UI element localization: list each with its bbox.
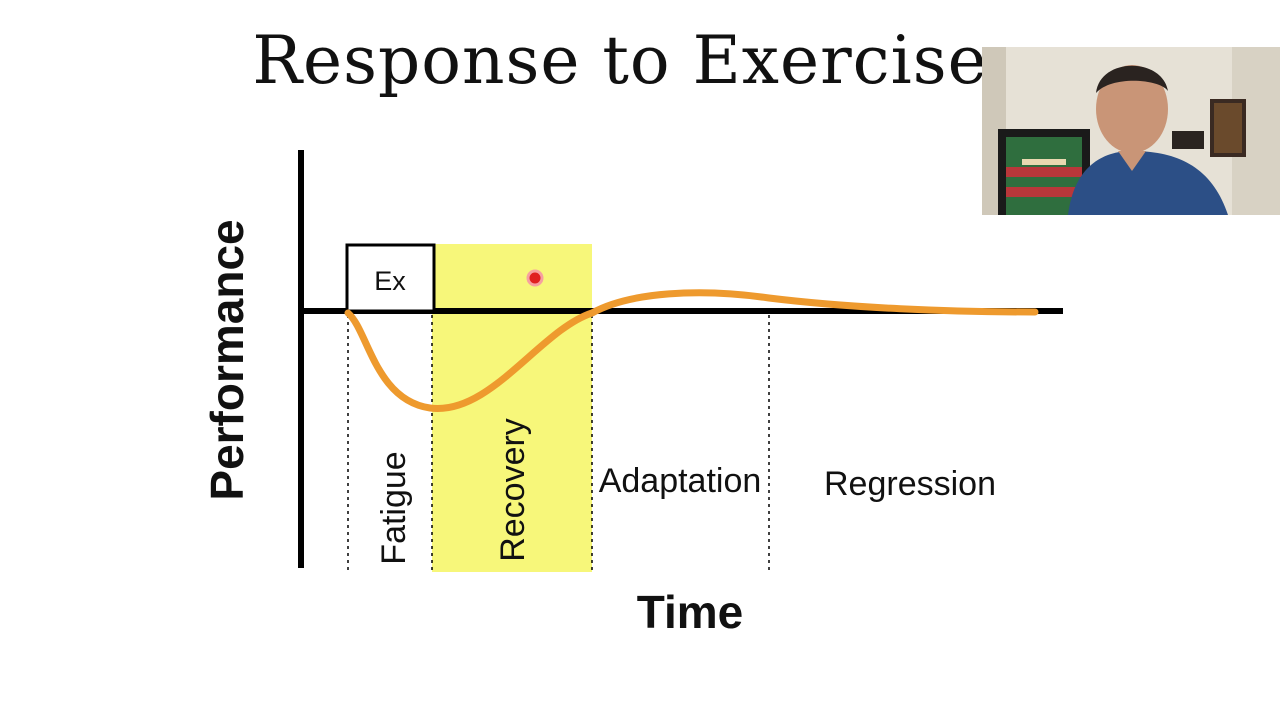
laser-pointer: [526, 269, 544, 287]
exercise-box-label: Ex: [374, 266, 406, 296]
exercise-box: [345, 243, 436, 313]
phase-label-adaptation: Adaptation: [599, 462, 762, 500]
slide-title: Response to Exercise: [252, 22, 988, 99]
phase-label-recovery: Recovery: [494, 418, 532, 562]
x-axis-label: Time: [637, 586, 744, 638]
phase-label-fatigue: Fatigue: [375, 451, 413, 564]
performance-curve: [344, 289, 1039, 412]
presenter-webcam: [982, 47, 1280, 215]
presenter-video-icon: [982, 47, 1280, 215]
y-axis-label: Performance: [201, 219, 253, 500]
phase-label-regression: Regression: [824, 465, 996, 503]
